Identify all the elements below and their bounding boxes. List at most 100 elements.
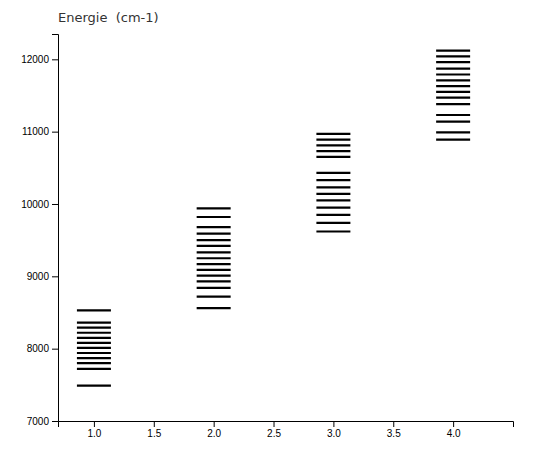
x-axis: 1.0 1.5 2.0 2.5 3.0 3.5 4.0 (59, 421, 514, 439)
tick: 1.0 (87, 421, 101, 439)
level (316, 133, 350, 135)
tick-mark (52, 204, 58, 205)
level (436, 50, 470, 52)
tick-mark (52, 421, 58, 422)
level (77, 357, 111, 359)
level (436, 85, 470, 87)
level (197, 295, 231, 297)
tick-mark (333, 421, 334, 427)
level (77, 362, 111, 364)
tick-mark (52, 276, 58, 277)
series (197, 208, 231, 308)
title: Energie (cm-1) (58, 10, 159, 25)
tick-label: 3.5 (387, 428, 401, 439)
tick-mark (94, 421, 95, 427)
level (77, 342, 111, 344)
tick: 11000 (22, 126, 58, 137)
level (197, 233, 231, 235)
tick: 4.0 (447, 421, 461, 439)
level (197, 280, 231, 282)
axis-line (52, 35, 59, 422)
level (436, 55, 470, 57)
plot: 1.0 1.5 2.0 2.5 3.0 3.5 4.0 7000 8000 9000 10000 11… (21, 35, 513, 440)
tick-mark (154, 421, 155, 427)
tick: 3.0 (327, 421, 341, 439)
level (316, 179, 350, 181)
level (316, 230, 350, 232)
level (77, 332, 111, 334)
tick: 9000 (27, 271, 58, 282)
level (436, 73, 470, 75)
tick-label: 2.0 (207, 428, 221, 439)
level (316, 214, 350, 216)
tick-label: 3.0 (327, 428, 341, 439)
tick: 2.5 (267, 421, 281, 439)
level (436, 120, 470, 122)
y-axis: 7000 8000 9000 10000 11000 12000 (21, 35, 58, 427)
level (316, 222, 350, 224)
level (316, 207, 350, 209)
level (436, 97, 470, 99)
level (316, 144, 350, 146)
level (197, 207, 231, 209)
tick: 2.0 (207, 421, 221, 439)
tick-label: 2.5 (267, 428, 281, 439)
tick-label: 7000 (27, 416, 50, 427)
level (197, 239, 231, 241)
tick: 10000 (21, 199, 58, 210)
level (436, 114, 470, 116)
level (316, 139, 350, 141)
tick-mark (274, 421, 275, 427)
level (316, 186, 350, 188)
level (197, 287, 231, 289)
tick-label: 1.5 (147, 428, 161, 439)
level (436, 68, 470, 70)
tick-label: 8000 (27, 343, 50, 354)
tick: 7000 (27, 416, 58, 427)
tick-label: 4.0 (447, 428, 461, 439)
level (436, 61, 470, 63)
tick-mark (52, 349, 58, 350)
level (77, 327, 111, 329)
level (77, 384, 111, 386)
tick: 3.5 (387, 421, 401, 439)
level (197, 257, 231, 259)
level (77, 347, 111, 349)
level (316, 156, 350, 158)
chart: 1.0 1.5 2.0 2.5 3.0 3.5 4.0 7000 8000 9000 10000 11… (0, 0, 533, 455)
level (197, 275, 231, 277)
tick-label: 1.0 (87, 428, 101, 439)
level (316, 199, 350, 201)
series (77, 310, 111, 385)
series (316, 134, 350, 232)
tick: 12000 (21, 54, 58, 65)
tick-label: 9000 (27, 271, 50, 282)
level (197, 263, 231, 265)
level (436, 103, 470, 105)
tick-label: 12000 (21, 54, 49, 65)
level (77, 337, 111, 339)
level (316, 193, 350, 195)
level (77, 309, 111, 311)
level (77, 352, 111, 354)
level (77, 322, 111, 324)
level (316, 150, 350, 152)
level (197, 216, 231, 218)
level (197, 307, 231, 309)
marks (77, 51, 470, 386)
tick: 1.5 (147, 421, 161, 439)
tick-mark (214, 421, 215, 427)
tick: 8000 (27, 343, 58, 354)
tick-mark (52, 132, 58, 133)
level (197, 245, 231, 247)
series (436, 51, 470, 140)
level (197, 226, 231, 228)
axis-line (59, 422, 514, 428)
tick-mark (453, 421, 454, 427)
level (436, 91, 470, 93)
level (436, 131, 470, 133)
level (197, 251, 231, 253)
tick-mark (52, 59, 58, 60)
level (77, 368, 111, 370)
level (197, 269, 231, 271)
